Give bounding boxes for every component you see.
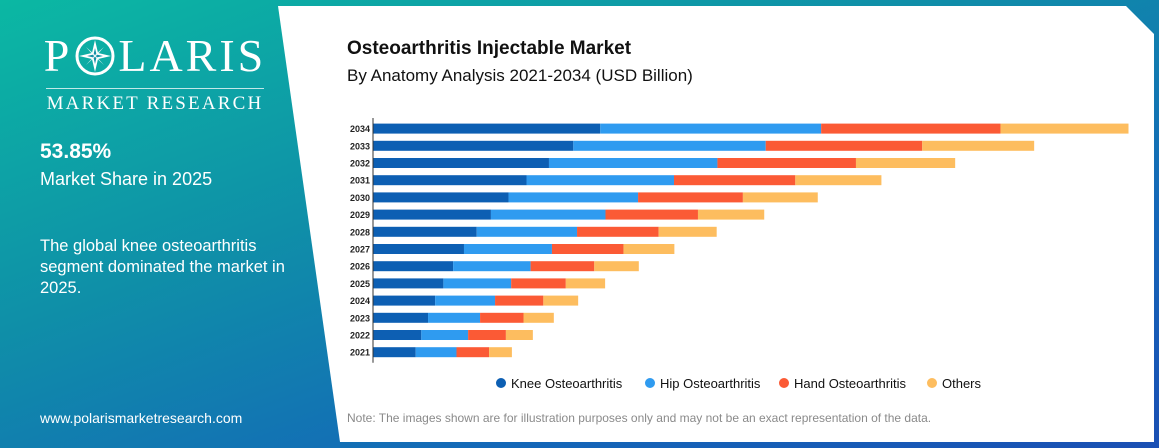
y-tick-label-2034: 2034 bbox=[350, 124, 370, 134]
legend-label-others: Others bbox=[942, 376, 982, 391]
y-tick-label-2023: 2023 bbox=[350, 313, 370, 323]
brand-tagline: MARKET RESEARCH bbox=[46, 93, 264, 114]
y-tick-label-2026: 2026 bbox=[350, 262, 370, 272]
bar-hip-osteoarthritis-2031 bbox=[526, 175, 675, 186]
legend-label-hip-osteoarthritis: Hip Osteoarthritis bbox=[660, 376, 761, 391]
legend-marker-hand-osteoarthritis bbox=[779, 378, 789, 388]
brand-divider bbox=[46, 88, 264, 89]
chart-panel: Osteoarthritis Injectable Market By Anat… bbox=[278, 6, 1154, 442]
website-link[interactable]: www.polarismarketresearch.com bbox=[40, 410, 243, 426]
bar-knee-osteoarthritis-2024 bbox=[373, 295, 436, 306]
bar-others-2027 bbox=[623, 244, 675, 254]
legend-marker-knee-osteoarthritis bbox=[496, 378, 506, 388]
bar-hand-osteoarthritis-2025 bbox=[511, 278, 566, 289]
bar-hip-osteoarthritis-2026 bbox=[453, 261, 531, 272]
chart-subtitle: By Anatomy Analysis 2021-2034 (USD Billi… bbox=[347, 66, 693, 85]
bar-hand-osteoarthritis-2026 bbox=[530, 261, 595, 272]
chart-title: Osteoarthritis Injectable Market bbox=[347, 38, 632, 59]
bar-knee-osteoarthritis-2033 bbox=[373, 140, 574, 151]
y-tick-label-2027: 2027 bbox=[350, 245, 370, 255]
bar-hand-osteoarthritis-2033 bbox=[765, 140, 923, 151]
bar-others-2031 bbox=[795, 175, 882, 186]
bar-others-2022 bbox=[505, 330, 533, 340]
y-tick-label-2031: 2031 bbox=[350, 176, 370, 186]
bar-hip-osteoarthritis-2028 bbox=[476, 226, 578, 237]
bar-others-2029 bbox=[697, 209, 765, 220]
legend-marker-hip-osteoarthritis bbox=[645, 378, 655, 388]
bar-knee-osteoarthritis-2029 bbox=[373, 209, 491, 220]
bar-hand-osteoarthritis-2022 bbox=[468, 330, 506, 340]
bar-hip-osteoarthritis-2032 bbox=[548, 158, 718, 168]
bar-knee-osteoarthritis-2023 bbox=[373, 312, 429, 323]
legend-label-hand-osteoarthritis: Hand Osteoarthritis bbox=[794, 376, 906, 391]
bar-hand-osteoarthritis-2023 bbox=[480, 312, 524, 323]
bar-hip-osteoarthritis-2024 bbox=[435, 295, 496, 306]
market-share-label: Market Share in 2025 bbox=[40, 169, 213, 189]
bar-hip-osteoarthritis-2033 bbox=[573, 140, 766, 151]
y-tick-label-2032: 2032 bbox=[350, 159, 370, 169]
bar-knee-osteoarthritis-2031 bbox=[373, 175, 527, 186]
bar-knee-osteoarthritis-2034 bbox=[373, 123, 601, 134]
y-tick-label-2024: 2024 bbox=[350, 296, 370, 306]
bar-others-2021 bbox=[489, 347, 512, 358]
bar-others-2026 bbox=[594, 261, 639, 272]
bar-others-2033 bbox=[922, 140, 1035, 151]
bar-others-2028 bbox=[658, 226, 717, 237]
bar-hand-osteoarthritis-2027 bbox=[551, 244, 624, 254]
bar-others-2023 bbox=[523, 312, 554, 323]
brand-name-part2: LARIS bbox=[118, 30, 267, 81]
legend-marker-others bbox=[927, 378, 937, 388]
bar-knee-osteoarthritis-2022 bbox=[373, 330, 422, 340]
bar-others-2032 bbox=[855, 158, 956, 168]
y-tick-label-2030: 2030 bbox=[350, 193, 370, 203]
y-tick-label-2029: 2029 bbox=[350, 210, 370, 220]
bar-others-2034 bbox=[1000, 123, 1129, 134]
bar-hand-osteoarthritis-2028 bbox=[577, 226, 659, 237]
market-share-value: 53.85% bbox=[40, 140, 112, 163]
bar-knee-osteoarthritis-2032 bbox=[373, 158, 549, 168]
bar-knee-osteoarthritis-2025 bbox=[373, 278, 444, 289]
bar-hip-osteoarthritis-2025 bbox=[443, 278, 512, 289]
bar-knee-osteoarthritis-2027 bbox=[373, 244, 464, 254]
bar-knee-osteoarthritis-2028 bbox=[373, 226, 477, 237]
brand-name: P LARIS bbox=[40, 30, 270, 82]
bar-hip-osteoarthritis-2021 bbox=[415, 347, 457, 358]
bar-others-2030 bbox=[742, 192, 818, 203]
bar-others-2024 bbox=[543, 295, 579, 306]
bar-hand-osteoarthritis-2032 bbox=[717, 158, 856, 168]
y-tick-label-2021: 2021 bbox=[350, 348, 370, 358]
bar-hip-osteoarthritis-2027 bbox=[463, 244, 552, 254]
y-tick-label-2033: 2033 bbox=[350, 141, 370, 151]
segment-description: The global knee osteoarthritis segment d… bbox=[40, 237, 285, 297]
y-tick-label-2022: 2022 bbox=[350, 331, 370, 341]
bar-others-2025 bbox=[565, 278, 606, 289]
bar-hand-osteoarthritis-2031 bbox=[674, 175, 796, 186]
stacked-bar-chart: 2034 2033 2032 2031 2030 2029 2028 2027 2026 2025… bbox=[350, 118, 1129, 391]
bar-hand-osteoarthritis-2021 bbox=[456, 347, 490, 358]
y-tick-label-2025: 2025 bbox=[350, 279, 370, 289]
y-tick-label-2028: 2028 bbox=[350, 227, 370, 237]
bar-hip-osteoarthritis-2034 bbox=[600, 123, 822, 134]
brand-logo: P LARIS MARKET RESEARCH bbox=[40, 30, 270, 115]
bar-hand-osteoarthritis-2030 bbox=[638, 192, 743, 203]
bar-hip-osteoarthritis-2023 bbox=[428, 312, 481, 323]
legend-label-knee-osteoarthritis: Knee Osteoarthritis bbox=[511, 376, 623, 391]
bar-hand-osteoarthritis-2024 bbox=[495, 295, 544, 306]
brand-name-part1: P bbox=[43, 30, 73, 81]
bar-knee-osteoarthritis-2026 bbox=[373, 261, 454, 272]
bar-knee-osteoarthritis-2030 bbox=[373, 192, 509, 203]
bar-knee-osteoarthritis-2021 bbox=[373, 347, 416, 358]
bar-hip-osteoarthritis-2022 bbox=[421, 330, 469, 340]
bar-hand-osteoarthritis-2029 bbox=[605, 209, 698, 220]
bar-hip-osteoarthritis-2029 bbox=[490, 209, 606, 220]
disclaimer-note: Note: The images shown are for illustrat… bbox=[347, 411, 932, 425]
compass-star-icon bbox=[75, 36, 115, 76]
bar-hand-osteoarthritis-2034 bbox=[821, 123, 1001, 134]
bar-hip-osteoarthritis-2030 bbox=[508, 192, 639, 203]
